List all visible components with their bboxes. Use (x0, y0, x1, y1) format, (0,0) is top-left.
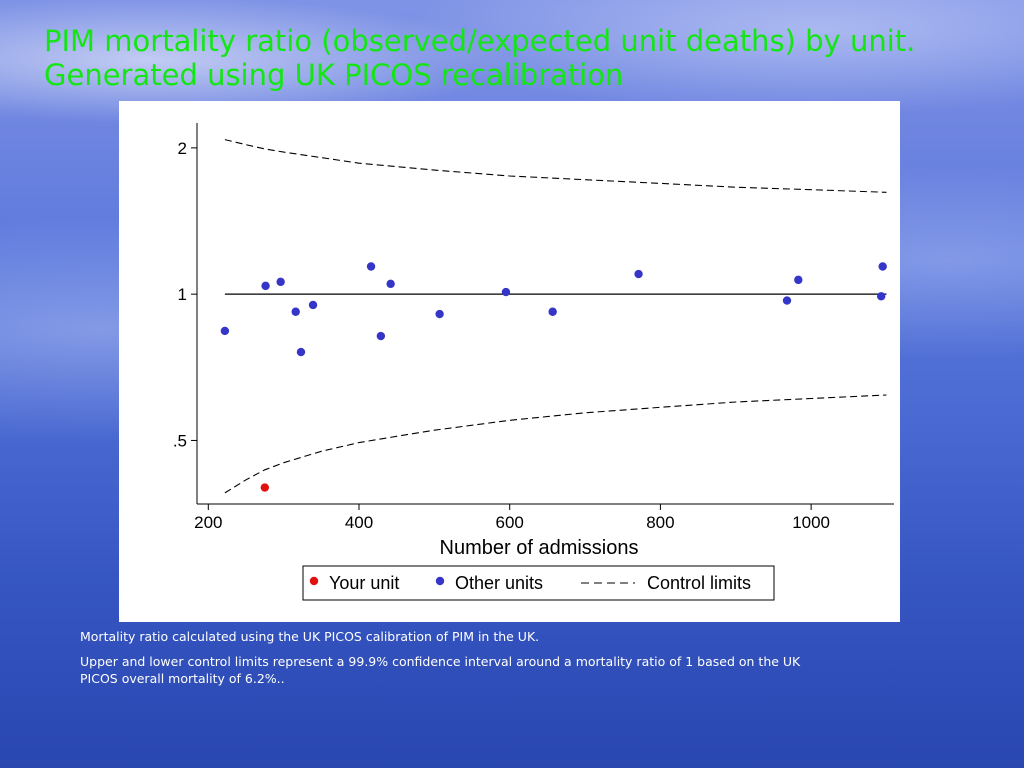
slide-notes: Mortality ratio calculated using the UK … (80, 628, 840, 695)
your-unit-point (260, 483, 270, 492)
slide-title: PIM mortality ratio (observed/expected u… (44, 24, 916, 92)
x-axis-label: Number of admissions (440, 537, 639, 559)
legend-box (302, 565, 775, 601)
control-limit-upper (224, 139, 887, 193)
x-tick-label: 1000 (792, 513, 830, 532)
other-unit-point (501, 287, 511, 297)
other-unit-point (376, 331, 386, 341)
other-unit-point (878, 262, 887, 271)
mortality-ratio-chart: .5 1 2 200 400 600 800 1000 Number of admission… (173, 123, 894, 601)
other-unit-point (386, 279, 395, 289)
other-unit-point (548, 307, 557, 316)
other-unit-point (276, 277, 285, 287)
note-calibration: Mortality ratio calculated using the UK … (80, 629, 540, 644)
data-points (220, 262, 887, 492)
chart-legend: Your unit Other units Control limits (302, 565, 775, 601)
other-unit-point (782, 296, 792, 305)
y-tick-label: 1 (178, 285, 187, 304)
legend-label: Other units (455, 573, 543, 593)
other-unit-point (220, 326, 230, 336)
control-limits (224, 139, 887, 494)
other-unit-point (261, 281, 270, 291)
legend-label: Control limits (647, 573, 751, 593)
other-unit-point (366, 262, 376, 271)
x-tick-label: 200 (194, 513, 222, 532)
note-control-limits: Upper and lower control limits represent… (80, 654, 801, 686)
other-unit-point (291, 307, 300, 316)
chart-panel: .5 1 2 200 400 600 800 1000 Number of admission… (119, 101, 900, 622)
other-unit-point (308, 300, 318, 310)
x-tick-label: 400 (345, 513, 373, 532)
other-unit-point (296, 347, 306, 357)
chart-axes: .5 1 2 200 400 600 800 1000 (173, 123, 894, 532)
x-tick-label: 800 (646, 513, 674, 532)
other-unit-point (435, 309, 444, 319)
legend-marker (309, 576, 319, 586)
other-unit-point (794, 275, 803, 285)
other-unit-point (634, 269, 643, 279)
other-unit-point (876, 292, 886, 301)
legend-marker (435, 576, 445, 586)
y-tick-label: 2 (178, 139, 187, 158)
x-tick-label: 600 (496, 513, 524, 532)
legend-label: Your unit (329, 573, 399, 593)
control-limit-lower (224, 394, 887, 494)
y-tick-label: .5 (173, 431, 187, 450)
